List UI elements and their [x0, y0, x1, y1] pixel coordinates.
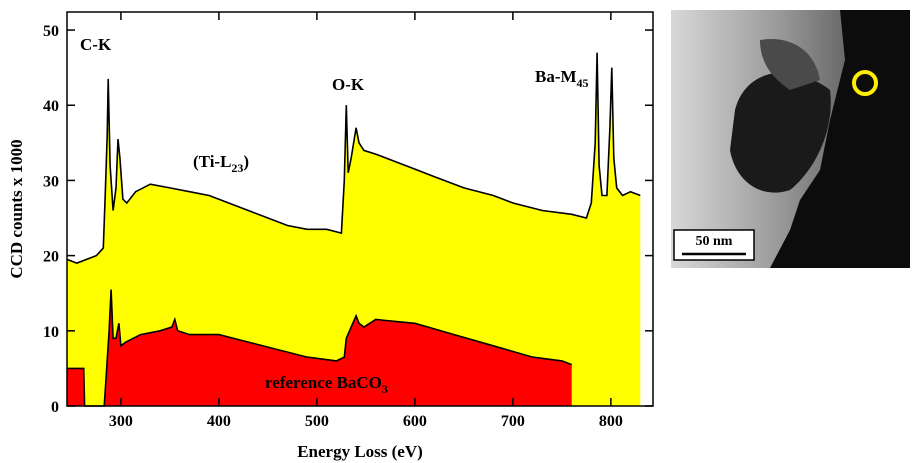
annotation: Ba-M45: [535, 67, 589, 90]
annotation: (Ti-L23): [193, 152, 249, 175]
annotation: O-K: [332, 75, 365, 94]
particle: [770, 10, 910, 268]
y-tick-label: 40: [43, 98, 59, 115]
area: [67, 52, 641, 406]
y-tick-label: 50: [43, 23, 59, 40]
annotation-text: Ba-M: [535, 67, 577, 86]
annotation-subscript: 3: [382, 382, 388, 396]
x-tick-label: 700: [501, 413, 525, 430]
annotation-subscript: 45: [577, 76, 589, 90]
micrograph: 50 nm: [671, 10, 910, 268]
x-tick-label: 500: [305, 413, 329, 430]
annotation-text: O-K: [332, 75, 365, 94]
probe-marker: [852, 70, 878, 96]
line: [67, 289, 572, 407]
particle: [730, 72, 831, 193]
scale-bar-label: 50 nm: [696, 234, 733, 249]
plot: 300 400 500 600 700 800 0 10 20 30 40 50 Energy Loss…: [7, 11, 654, 461]
x-tick-label: 600: [403, 413, 427, 430]
area: [67, 289, 572, 406]
annotation-subscript: 23: [231, 161, 243, 175]
line: [66, 52, 641, 264]
annotation-text: reference BaCO: [265, 373, 382, 392]
annotation-text: (Ti-L: [193, 152, 231, 171]
annotation-text: C-K: [80, 35, 112, 54]
annotation: C-K: [80, 35, 112, 54]
y-axis-label: CCD counts x 1000: [7, 139, 26, 278]
y-tick-label: 10: [43, 324, 59, 341]
x-axis-label: Energy Loss (eV): [297, 442, 423, 461]
y-tick-label: 0: [51, 399, 59, 416]
y-tick-label: 20: [43, 249, 59, 266]
particle: [760, 39, 820, 90]
x-tick-label: 800: [599, 413, 623, 430]
annotation-text: ): [243, 152, 249, 171]
annotation: reference BaCO3: [265, 373, 388, 396]
x-tick-label: 400: [207, 413, 231, 430]
x-tick-label: 300: [109, 413, 133, 430]
y-tick-label: 30: [43, 173, 59, 190]
axes-frame: [66, 11, 654, 407]
